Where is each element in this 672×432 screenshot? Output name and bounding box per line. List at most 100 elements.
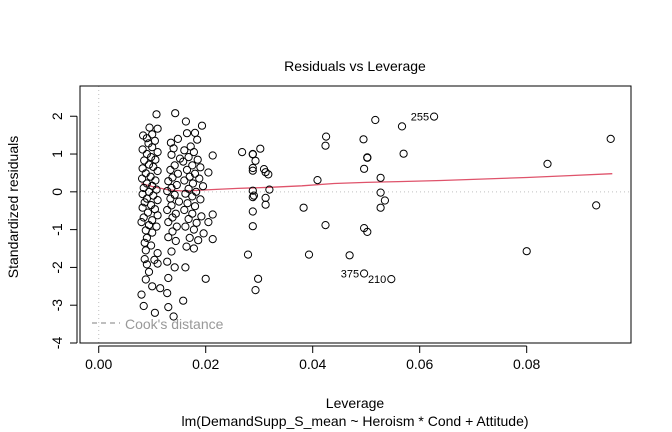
- data-point: [168, 227, 177, 236]
- data-point: [256, 144, 265, 153]
- data-point: [147, 153, 156, 162]
- data-point: [190, 202, 200, 211]
- data-point: [138, 203, 147, 212]
- y-tick-label: 2: [49, 112, 65, 120]
- data-point: [196, 163, 205, 172]
- point-label-210: 210: [368, 274, 386, 286]
- data-point: [173, 169, 182, 178]
- data-point: [163, 289, 172, 298]
- data-point: [313, 176, 322, 185]
- data-point: [138, 174, 147, 183]
- data-point: [167, 150, 176, 159]
- data-point: [152, 110, 161, 119]
- data-point: [264, 170, 273, 179]
- plot-frame: [79, 85, 632, 344]
- data-point: [195, 174, 204, 183]
- data-point: [169, 312, 178, 321]
- data-point: [137, 218, 146, 227]
- y-tick-label: 0: [49, 188, 65, 196]
- data-point: [380, 196, 389, 205]
- data-point: [248, 193, 257, 202]
- points-layer: [137, 109, 615, 321]
- point-labels-layer: 255 375 210: [341, 112, 429, 287]
- legend-cooks-distance-label: Cook's distance: [125, 316, 224, 332]
- data-point: [148, 282, 157, 291]
- data-point: [150, 308, 159, 317]
- smoother-line: [141, 173, 613, 192]
- smoother-layer: [141, 173, 613, 192]
- data-point: [163, 257, 172, 266]
- data-point: [299, 203, 308, 212]
- chart-title: Residuals vs Leverage: [284, 58, 426, 74]
- data-point: [321, 141, 330, 150]
- y-tick-label: -3: [49, 299, 65, 312]
- data-point: [321, 221, 330, 230]
- data-point: [198, 182, 208, 191]
- data-point: [140, 255, 149, 264]
- data-point: [171, 236, 180, 246]
- data-point: [261, 200, 270, 209]
- data-point: [197, 212, 206, 221]
- data-point: [399, 149, 408, 158]
- data-point: [142, 233, 151, 242]
- data-point: [248, 186, 257, 195]
- data-point: [193, 135, 202, 144]
- y-axis-label: Standardized residuals: [5, 136, 21, 278]
- data-point: [322, 132, 331, 141]
- data-point: [153, 196, 162, 205]
- data-point: [376, 188, 385, 197]
- data-point: [152, 222, 161, 231]
- data-point: [153, 211, 162, 220]
- data-point: [149, 162, 158, 171]
- y-tick-label: -4: [49, 337, 65, 350]
- data-point: [142, 134, 151, 143]
- data-point: [359, 135, 368, 144]
- data-point: [185, 233, 194, 242]
- data-point: [397, 122, 407, 131]
- data-point: [188, 179, 197, 188]
- data-point: [174, 197, 184, 206]
- data-point: [140, 156, 149, 165]
- data-point: [153, 166, 162, 176]
- data-point: [543, 159, 552, 168]
- data-point: [138, 190, 147, 199]
- data-point: [139, 301, 148, 311]
- data-point: [164, 273, 173, 283]
- data-point: [208, 235, 217, 244]
- data-point: [170, 263, 179, 272]
- data-point: [606, 134, 615, 143]
- y-tick-label: -1: [49, 223, 65, 236]
- y-tick-label: 1: [49, 150, 65, 158]
- data-point: [261, 193, 270, 202]
- x-axis: 0.00 0.02 0.04 0.06 0.08: [85, 345, 541, 372]
- data-point: [188, 161, 197, 170]
- data-point: [193, 155, 202, 164]
- data-point: [197, 121, 207, 130]
- data-point: [153, 124, 162, 133]
- data-point: [148, 228, 157, 237]
- data-point: [181, 117, 190, 126]
- x-tick-label: 0.04: [299, 356, 326, 372]
- data-point: [304, 250, 314, 259]
- data-point: [189, 244, 198, 253]
- data-point: [149, 191, 158, 200]
- data-point: [170, 190, 179, 199]
- data-point: [189, 148, 198, 157]
- data-point: [248, 166, 257, 175]
- point-label-255: 255: [411, 112, 429, 124]
- data-point: [164, 233, 173, 242]
- data-point: [592, 201, 601, 210]
- data-point: [141, 275, 150, 284]
- data-point: [248, 163, 257, 173]
- data-point: [254, 274, 263, 283]
- data-point: [265, 185, 274, 194]
- reference-lines: [80, 86, 631, 343]
- data-point: [360, 269, 369, 278]
- data-point: [156, 284, 165, 293]
- data-point: [164, 177, 173, 186]
- data-point: [151, 155, 160, 164]
- data-point: [363, 153, 372, 162]
- data-point: [139, 183, 148, 193]
- data-point: [164, 303, 173, 312]
